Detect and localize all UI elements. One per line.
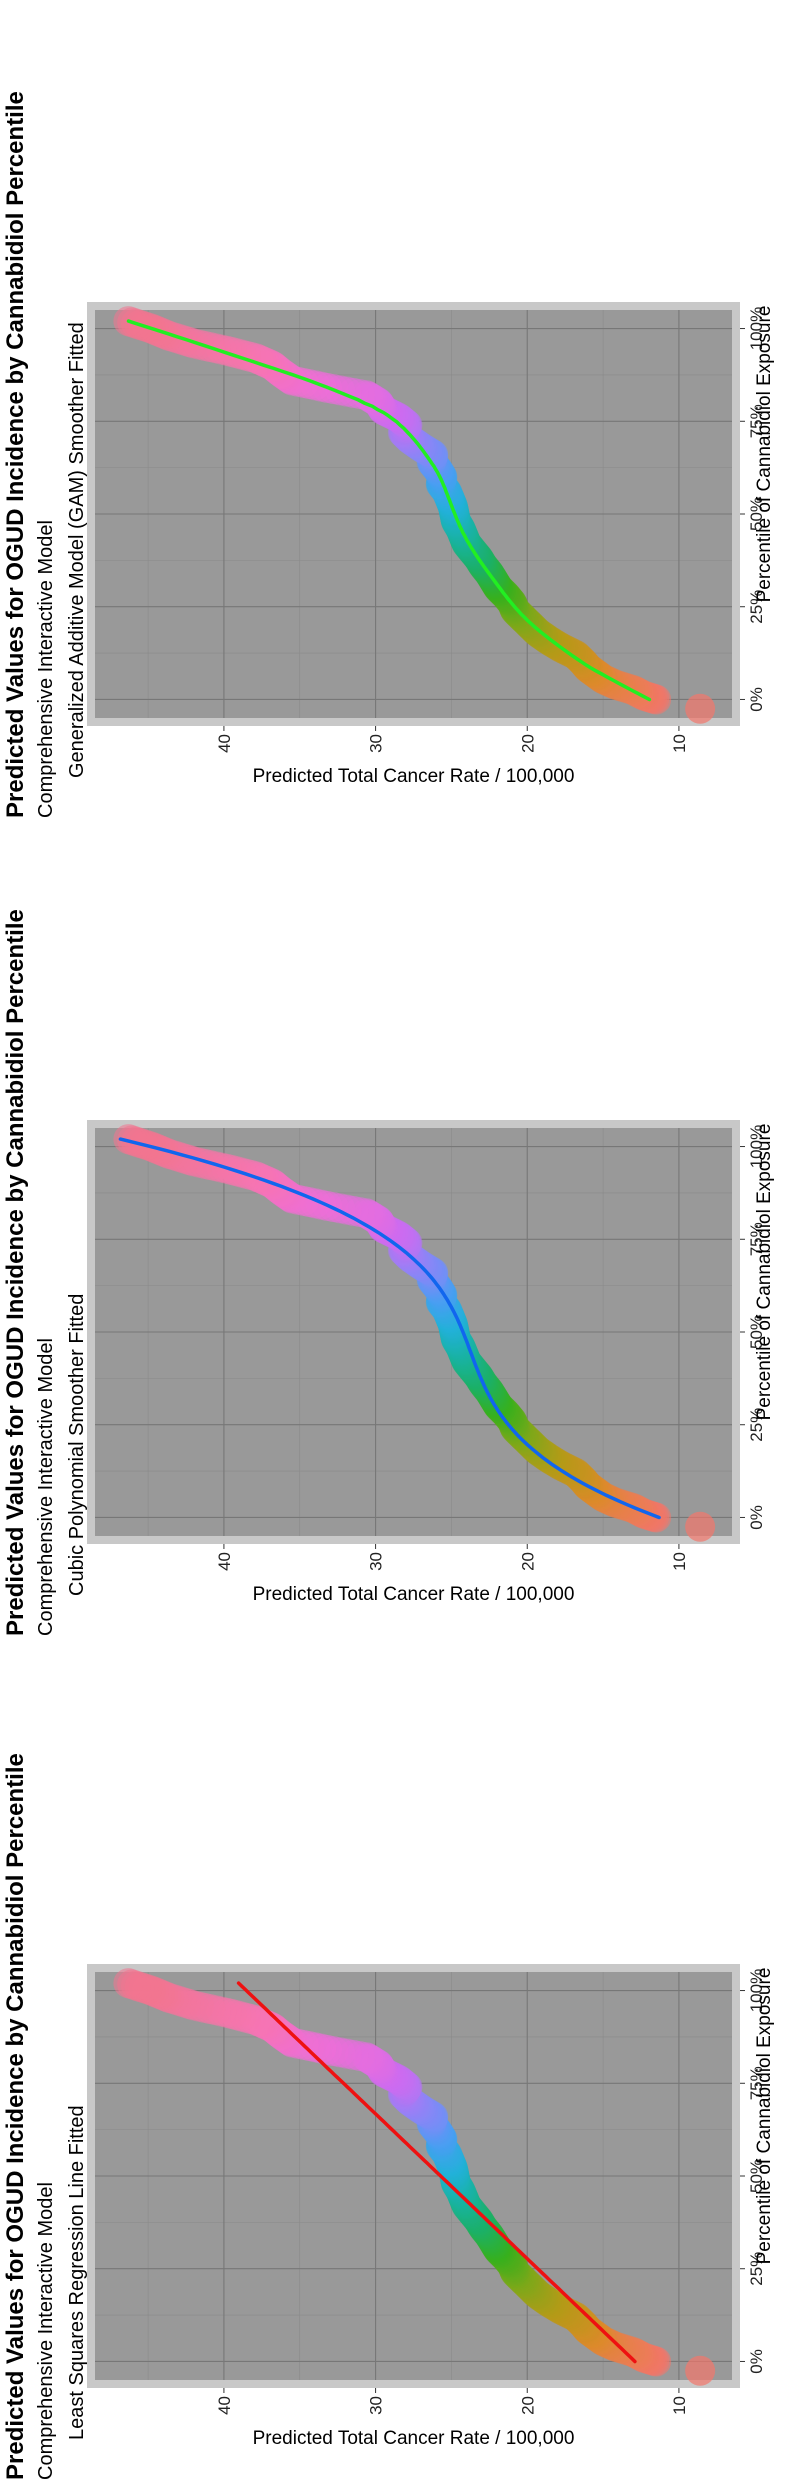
y-axis-label: Predicted Total Cancer Rate / 100,000 <box>253 2428 575 2449</box>
chart-subtitle-model: Comprehensive Interactive Model <box>35 1338 57 1636</box>
y-tick-label: 40 <box>215 2396 234 2415</box>
smoother-line <box>236 1981 637 2364</box>
data-point-outlier <box>685 2355 716 2386</box>
x-tick-label: 50% <box>747 497 766 531</box>
y-tick-label: 20 <box>518 1552 537 1571</box>
plot-area: 10 20 30 40 0% 25% 50% 75% 100% <box>87 1120 766 1571</box>
y-tick-label: 30 <box>367 734 386 753</box>
x-tick-label: 75% <box>747 1222 766 1256</box>
x-tick-label: 75% <box>747 404 766 438</box>
data-point <box>113 1124 144 1155</box>
chart-panel-cubic-polynomial: Predicted Values for OGUD Incidence by C… <box>2 909 775 1636</box>
x-tick-label: 100% <box>747 1969 766 2012</box>
x-tick-label: 50% <box>747 1315 766 1349</box>
x-tick-label: 0% <box>747 1505 766 1530</box>
plot-area: 10 20 30 40 0% 25% 50% 75% 100% <box>87 1964 766 2415</box>
y-axis-label: Predicted Total Cancer Rate / 100,000 <box>253 1584 575 1605</box>
data-point <box>113 1968 144 1999</box>
x-tick-label: 0% <box>747 687 766 712</box>
x-tick-label: 25% <box>747 1408 766 1442</box>
data-point-outlier <box>685 1511 716 1542</box>
chart-panel-gam: Predicted Values for OGUD Incidence by C… <box>2 91 775 818</box>
y-tick-label: 40 <box>215 734 234 753</box>
smoother-line <box>118 1137 661 1520</box>
data-points <box>113 1968 716 2386</box>
y-tick-label: 40 <box>215 1552 234 1571</box>
chart-subtitle-smoother: Least Squares Regression Line Fitted <box>66 2105 88 2440</box>
y-tick-label: 10 <box>670 734 689 753</box>
chart-subtitle-smoother: Generalized Additive Model (GAM) Smoothe… <box>66 322 88 778</box>
y-tick-label: 10 <box>670 1552 689 1571</box>
chart-subtitle-model: Comprehensive Interactive Model <box>35 520 57 818</box>
x-tick-label: 0% <box>747 2349 766 2374</box>
x-axis-label: Percentile of Cannabidiol Exposure <box>754 1968 775 2265</box>
x-tick-label: 25% <box>747 2252 766 2286</box>
y-tick-label: 30 <box>367 1552 386 1571</box>
chart-title: Predicted Values for OGUD Incidence by C… <box>2 91 29 818</box>
data-point-outlier <box>685 693 716 724</box>
x-tick-label: 100% <box>747 1125 766 1168</box>
y-axis-label: Predicted Total Cancer Rate / 100,000 <box>253 766 575 787</box>
chart-title: Predicted Values for OGUD Incidence by C… <box>2 909 29 1636</box>
chart-subtitle-model: Comprehensive Interactive Model <box>35 2182 57 2480</box>
x-tick-label: 50% <box>747 2159 766 2193</box>
y-tick-label: 10 <box>670 2396 689 2415</box>
chart-panel-least-squares: Predicted Values for OGUD Incidence by C… <box>2 1753 775 2480</box>
x-axis-label: Percentile of Cannabidiol Exposure <box>754 306 775 603</box>
y-tick-label: 20 <box>518 2396 537 2415</box>
x-tick-label: 75% <box>747 2066 766 2100</box>
x-axis-label: Percentile of Cannabidiol Exposure <box>754 1124 775 1421</box>
y-tick-label: 30 <box>367 2396 386 2415</box>
y-tick-label: 20 <box>518 734 537 753</box>
x-tick-label: 25% <box>747 590 766 624</box>
plot-area: 10 20 30 40 0% 25% 50% 75% 100% <box>87 302 766 753</box>
chart-subtitle-smoother: Cubic Polynomial Smoother Fitted <box>66 1294 88 1596</box>
smoother-line <box>126 319 652 702</box>
x-tick-label: 100% <box>747 307 766 350</box>
chart-title: Predicted Values for OGUD Incidence by C… <box>2 1753 29 2480</box>
